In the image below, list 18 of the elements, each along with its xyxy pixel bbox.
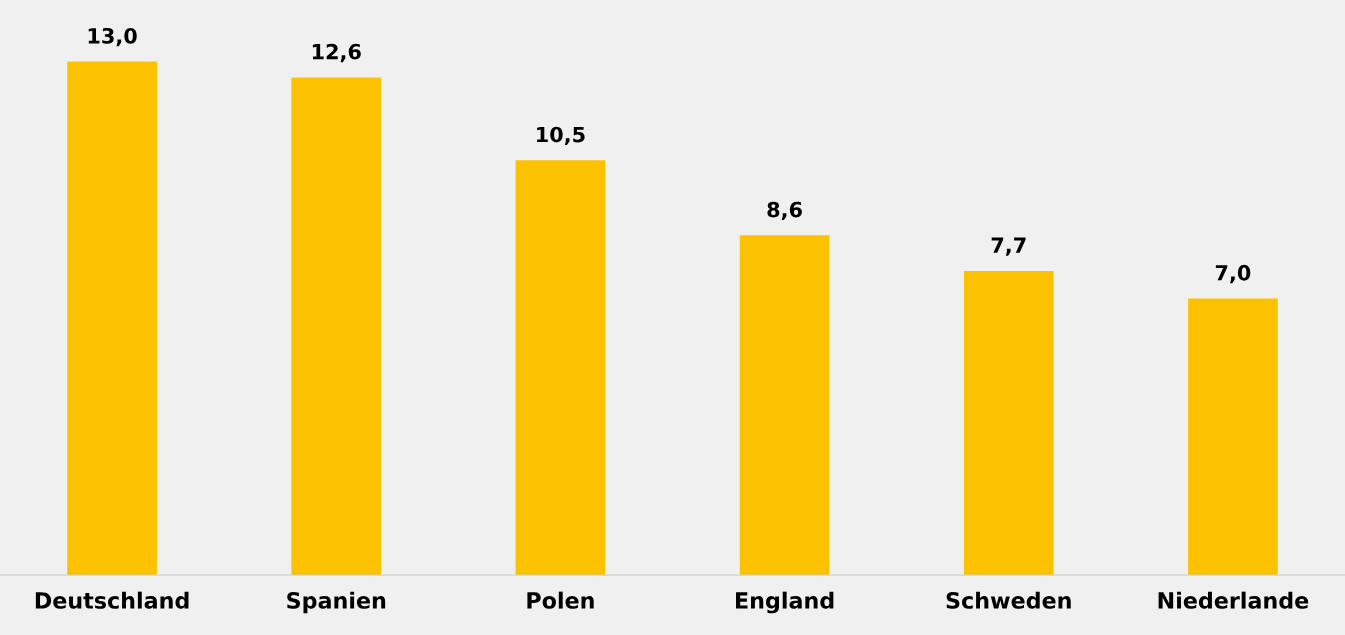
data-label: 13,0 (88, 27, 137, 47)
x-tick-label: England (736, 591, 834, 614)
data-label: 7,7 (991, 237, 1026, 256)
data-label: 10,5 (537, 126, 585, 146)
bar (963, 270, 1054, 575)
bar (515, 160, 606, 575)
bar (291, 77, 382, 575)
bar (739, 235, 830, 575)
x-tick-label: Deutschland (35, 591, 189, 609)
x-tick-label: Niederlande (1158, 591, 1309, 609)
x-tick-label: Schweden (946, 591, 1071, 609)
x-tick-label: Polen (527, 591, 594, 609)
data-label: 8,6 (767, 201, 802, 221)
x-tick-label: Spanien (287, 591, 386, 614)
data-label: 12,6 (312, 43, 361, 63)
bar (67, 61, 157, 575)
bar (1188, 298, 1278, 575)
data-label: 7,0 (1215, 264, 1251, 284)
